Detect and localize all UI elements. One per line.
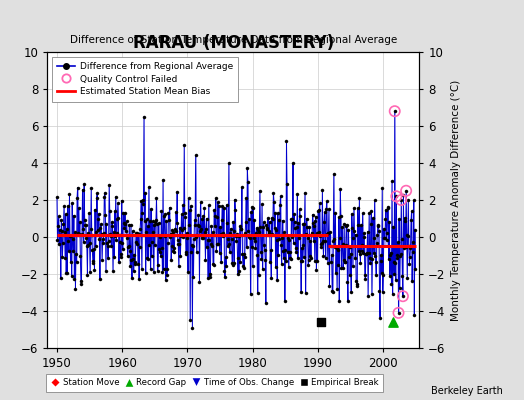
Point — [397, 197, 406, 203]
Point — [390, 108, 399, 114]
Point — [317, 319, 325, 325]
Point — [395, 310, 403, 316]
Text: Berkeley Earth: Berkeley Earth — [431, 386, 503, 396]
Point — [392, 193, 400, 200]
Point — [399, 293, 407, 299]
Legend: Station Move, Record Gap, Time of Obs. Change, Empirical Break: Station Move, Record Gap, Time of Obs. C… — [46, 374, 383, 392]
Point — [402, 188, 410, 194]
Y-axis label: Monthly Temperature Anomaly Difference (°C): Monthly Temperature Anomaly Difference (… — [451, 79, 461, 321]
Text: Difference of Station Temperature Data from Regional Average: Difference of Station Temperature Data f… — [70, 35, 397, 45]
Legend: Difference from Regional Average, Quality Control Failed, Estimated Station Mean: Difference from Regional Average, Qualit… — [52, 56, 238, 102]
Point — [389, 319, 397, 325]
Title: RARAU (MONASTERY): RARAU (MONASTERY) — [133, 34, 334, 52]
